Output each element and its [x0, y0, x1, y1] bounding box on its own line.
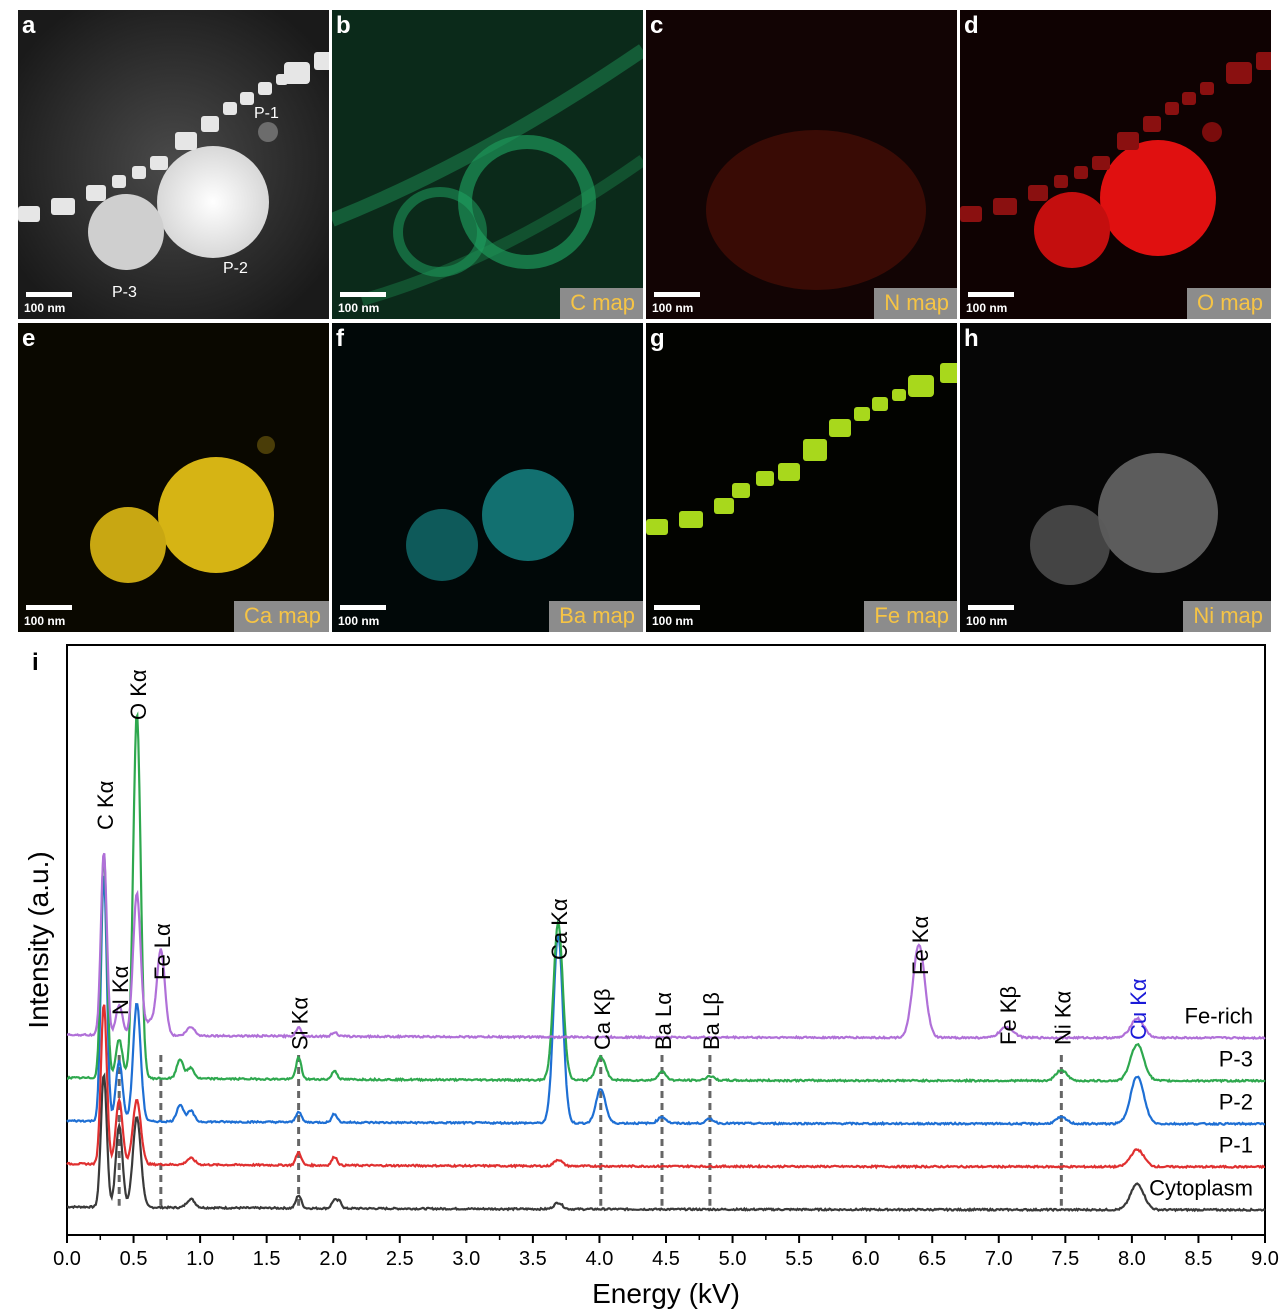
panel-letter: g	[650, 325, 665, 352]
eds-spectrum-chart: i 0.0 0.5 1.0 1.5 2.0 2.5 3.0 3.5 4.0 4.5 5.0 5.5 6.0…	[0, 640, 1287, 1312]
panel-letter: a	[22, 12, 36, 39]
panel-letter: f	[336, 325, 344, 352]
x-tick-label: 1.0	[186, 1248, 214, 1270]
peak-label: Si Kα	[288, 997, 313, 1050]
x-tick-label: 6.0	[852, 1248, 880, 1270]
x-tick-label: 9.0	[1251, 1248, 1279, 1270]
ni-map-image	[960, 323, 1271, 632]
peak-label: Ca Kα	[547, 898, 572, 960]
peak-label: O Kα	[126, 669, 151, 720]
series-line-cytoplasm	[66, 1072, 1266, 1213]
plot-frame	[66, 644, 1266, 1236]
panel-d: d 100 nm O map	[960, 10, 1271, 319]
particle-label-p3: P-3	[112, 284, 137, 301]
particle-label-p2: P-2	[223, 260, 248, 277]
scale-label: 100 nm	[338, 301, 380, 315]
scale-bar	[340, 292, 386, 297]
x-tick-label: 1.5	[253, 1248, 281, 1270]
scale-bar	[654, 605, 700, 610]
x-tick-label: 7.5	[1051, 1248, 1079, 1270]
panel-letter: e	[22, 325, 36, 352]
x-axis-label: Energy (kV)	[592, 1278, 740, 1309]
peak-label: Ba Lβ	[699, 992, 724, 1050]
ca-map-image	[18, 323, 329, 632]
scale-label: 100 nm	[24, 614, 66, 628]
x-tick-label: 3.5	[519, 1248, 547, 1270]
spectrum-svg: i 0.0 0.5 1.0 1.5 2.0 2.5 3.0 3.5 4.0 4.5 5.0 5.5 6.0…	[23, 644, 1279, 1309]
x-tick-label: 7.0	[985, 1248, 1013, 1270]
panel-h: h 100 nm Ni map	[960, 323, 1271, 632]
scale-label: 100 nm	[652, 301, 694, 315]
panel-e: e 100 nm Ca map	[18, 323, 329, 632]
peak-label: Fe Lα	[150, 923, 175, 980]
map-label: N map	[874, 288, 957, 319]
particle-label-p1: P-1	[254, 105, 279, 122]
series-label: Cytoplasm	[1149, 1175, 1253, 1200]
peak-label: Ni Kα	[1050, 990, 1075, 1045]
n-map-image	[646, 10, 957, 319]
scale-bar	[26, 292, 72, 297]
peak-label: Ca Kβ	[590, 988, 615, 1050]
series-line-fe-rich	[66, 852, 1266, 1041]
map-label: Fe map	[864, 601, 957, 632]
scale-bar	[968, 292, 1014, 297]
scale-bar	[654, 292, 700, 297]
panel-b: b 100 nm C map	[332, 10, 643, 319]
scale-label: 100 nm	[24, 301, 66, 315]
x-tick-label: 0.5	[120, 1248, 148, 1270]
peak-label: Fe Kβ	[996, 986, 1021, 1045]
x-tick-label: 2.0	[319, 1248, 347, 1270]
scale-label: 100 nm	[966, 301, 1008, 315]
panel-letter: d	[964, 12, 979, 39]
peak-label: Cu Kα	[1126, 978, 1151, 1040]
scale-label: 100 nm	[338, 614, 380, 628]
x-tick-label: 2.5	[386, 1248, 414, 1270]
series-label: P-2	[1219, 1089, 1253, 1114]
c-map-image	[332, 10, 643, 319]
x-tick-label: 4.5	[652, 1248, 680, 1270]
series-label: Fe-rich	[1185, 1003, 1253, 1028]
peak-label: Ba Lα	[651, 992, 676, 1050]
series-line-p-3	[66, 711, 1266, 1084]
x-tick-label: 4.0	[586, 1248, 614, 1270]
panel-c: c 100 nm N map	[646, 10, 957, 319]
map-label: O map	[1186, 288, 1271, 319]
scale-bar	[26, 605, 72, 610]
panel-letter: h	[964, 325, 979, 352]
x-tick-label: 8.0	[1118, 1248, 1146, 1270]
panel-f: f 100 nm Ba map	[332, 323, 643, 632]
scale-label: 100 nm	[652, 614, 694, 628]
scale-bar	[968, 605, 1014, 610]
scale-bar	[340, 605, 386, 610]
fe-map-image	[646, 323, 957, 632]
map-label: Ba map	[549, 601, 643, 632]
series-line-p-1	[66, 1004, 1266, 1170]
panel-letter: b	[336, 12, 351, 39]
scale-label: 100 nm	[966, 614, 1008, 628]
panel-letter: i	[32, 649, 39, 676]
panel-g: g 100 nm Fe map	[646, 323, 957, 632]
peak-label: N Kα	[108, 965, 133, 1015]
x-tick-label: 5.5	[785, 1248, 813, 1270]
peak-label: C Kα	[93, 780, 118, 830]
map-label: Ca map	[233, 601, 329, 632]
peak-label: Fe Kα	[908, 916, 933, 975]
x-tick-label: 6.5	[918, 1248, 946, 1270]
series-line-p-2	[66, 875, 1266, 1127]
o-map-image	[960, 10, 1271, 319]
series-label: P-3	[1219, 1046, 1253, 1071]
map-label: C map	[560, 288, 643, 319]
x-tick-label: 5.0	[719, 1248, 747, 1270]
x-tick-label: 3.0	[452, 1248, 480, 1270]
map-label: Ni map	[1183, 601, 1271, 632]
x-tick-label: 0.0	[53, 1248, 81, 1270]
ba-map-image	[332, 323, 643, 632]
y-axis-label: Intensity (a.u.)	[23, 851, 54, 1028]
x-tick-label: 8.5	[1185, 1248, 1213, 1270]
panel-a: a P-1 P-2 P-3 100 nm	[18, 10, 329, 319]
series-label: P-1	[1219, 1132, 1253, 1157]
stem-image	[18, 10, 329, 319]
panel-letter: c	[650, 12, 664, 39]
